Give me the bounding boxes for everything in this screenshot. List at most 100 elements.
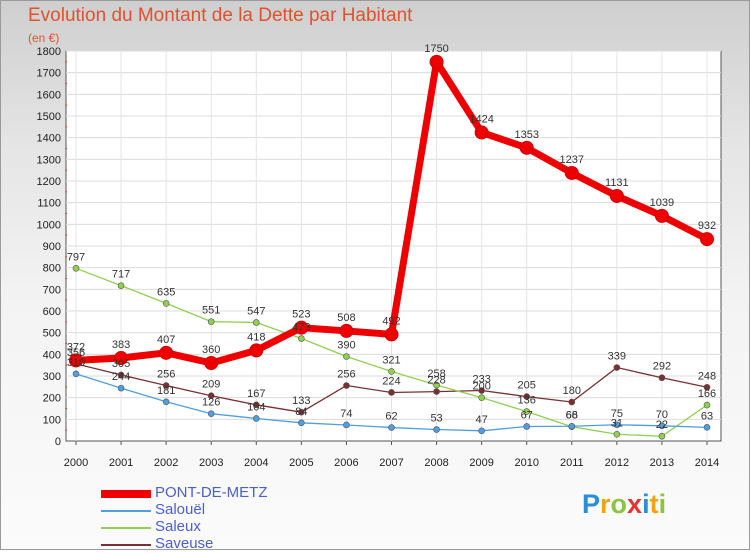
data-point [474,125,489,140]
y-tick-label: 500 [43,328,61,340]
data-label: 136 [518,395,536,407]
data-label: 1237 [560,154,584,166]
data-point [252,319,260,326]
data-label: 492 [382,315,400,327]
x-tick-label: 2010 [514,457,538,469]
data-point [613,430,621,438]
y-tick-label: 400 [43,349,61,361]
y-tick-label: 0 [55,436,61,448]
legend-label: Salouël [155,501,206,518]
data-point [523,408,531,415]
data-point [609,188,624,203]
data-label: 360 [202,344,220,356]
logo-letter: t [649,489,659,519]
data-label: 383 [112,339,130,351]
data-label: 635 [157,286,175,298]
data-point [613,421,621,429]
x-tick-label: 2005 [289,457,313,469]
data-point [478,427,485,435]
data-point [388,368,395,375]
x-tick-label: 2008 [424,457,448,469]
data-label: 797 [67,251,85,263]
data-point [568,422,576,430]
data-label: 62 [385,411,397,423]
data-point [249,343,264,358]
x-tick-label: 2009 [469,457,493,469]
data-label: 209 [202,379,220,391]
data-point [207,392,215,400]
data-point [703,383,711,391]
data-point [658,374,666,382]
data-label: 67 [521,409,533,421]
data-label: 356 [67,347,85,359]
data-point [478,387,485,394]
data-point [388,389,395,396]
x-tick-label: 2002 [154,457,178,469]
data-point [433,426,440,433]
x-tick-label: 2006 [334,457,358,469]
y-tick-label: 1000 [37,219,61,231]
x-axis: 2000 2001 2002 2003 2004 2005 2006 2007 2008 2009… [64,441,719,469]
data-point [252,401,260,409]
y-tick-label: 1800 [37,46,61,58]
data-label: 133 [292,395,310,407]
data-label: 84 [295,406,307,418]
y-tick-label: 900 [43,241,61,253]
data-label: 523 [292,309,310,321]
chart-title: Evolution du Montant de la Dette par Hab… [28,5,413,26]
data-label: 1750 [424,43,448,55]
data-point [343,382,350,389]
data-label: 1424 [469,113,493,125]
data-label: 932 [698,220,716,232]
data-label: 233 [472,374,490,386]
y-tick-label: 300 [43,371,61,383]
data-point [433,381,440,389]
data-point [519,140,534,155]
data-point [207,410,215,418]
y-tick-label: 1600 [37,89,61,101]
logo-letter: r [600,489,611,519]
data-label: 224 [382,375,400,387]
x-tick-label: 2011 [560,457,584,469]
data-label: 70 [656,409,668,421]
data-label: 53 [430,413,442,425]
y-tick-label: 200 [43,393,61,405]
data-label: 1353 [514,129,538,141]
data-point [388,424,395,431]
data-label: 473 [292,322,310,334]
data-point [339,323,354,338]
data-point [72,265,80,272]
data-label: 63 [701,410,713,422]
data-label: 390 [337,340,355,352]
data-point [429,54,444,69]
data-point [162,300,170,307]
legend-swatch [101,526,151,529]
data-label: 205 [518,380,536,392]
data-label: 31 [611,417,623,429]
data-label: 228 [427,375,445,387]
data-label: 181 [157,385,175,397]
data-point [72,370,80,378]
data-label: 68 [566,409,578,421]
data-point [117,384,125,392]
data-point [478,394,485,401]
data-label: 244 [112,371,130,383]
data-label: 180 [563,385,581,397]
logo-letter: x [627,489,643,519]
y-tick-label: 1200 [37,176,61,188]
x-tick-label: 2004 [244,457,268,469]
data-point [207,318,215,325]
data-label: 508 [337,312,355,324]
data-point [658,432,666,440]
grid-lines [66,50,721,441]
data-label: 305 [112,358,130,370]
logo-letter: P [582,489,601,519]
y-tick-label: 1500 [37,111,61,123]
data-label: 75 [611,408,623,420]
data-point [523,423,531,430]
legend-swatch [101,509,151,512]
data-label: 418 [247,331,265,343]
logo-letter: i [658,489,667,519]
legend-label: Saveuse [155,535,214,552]
data-label: 256 [337,369,355,381]
